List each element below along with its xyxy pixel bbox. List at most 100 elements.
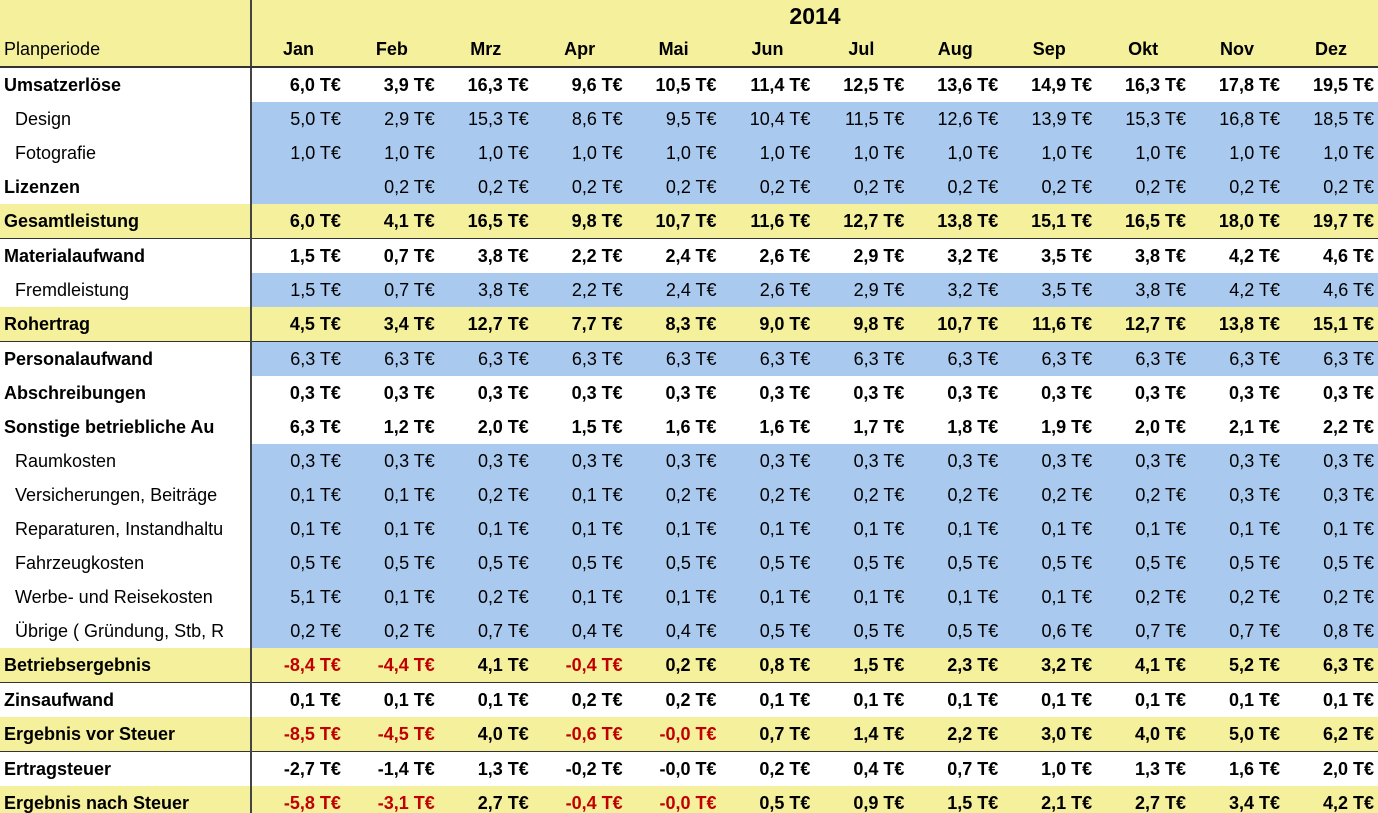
value-cell: 19,5 T€ bbox=[1283, 67, 1378, 102]
value-cell: 3,0 T€ bbox=[1002, 717, 1097, 752]
value-cell: 0,1 T€ bbox=[344, 478, 439, 512]
value-cell: 0,5 T€ bbox=[626, 546, 721, 580]
table-row: Betriebsergebnis -8,4 T€ -4,4 T€ 4,1 T€ -0,4… bbox=[0, 648, 1378, 683]
value-cell: 1,9 T€ bbox=[1002, 410, 1097, 444]
value-cell: 12,7 T€ bbox=[814, 204, 909, 239]
value-cell: 0,3 T€ bbox=[814, 444, 909, 478]
value-cell: 16,8 T€ bbox=[1190, 102, 1284, 136]
value-cell: 0,3 T€ bbox=[1002, 376, 1097, 410]
value-cell: 0,1 T€ bbox=[251, 478, 345, 512]
value-cell: 14,9 T€ bbox=[1002, 67, 1097, 102]
value-cell: 0,1 T€ bbox=[438, 682, 533, 717]
value-cell: 11,4 T€ bbox=[720, 67, 815, 102]
value-cell: 1,3 T€ bbox=[1096, 751, 1191, 786]
row-label: Rohertrag bbox=[0, 307, 252, 342]
value-cell: -3,1 T€ bbox=[344, 786, 439, 813]
value-cell: 2,9 T€ bbox=[344, 102, 439, 136]
value-cell: 0,1 T€ bbox=[344, 682, 439, 717]
value-cell: -4,5 T€ bbox=[344, 717, 439, 752]
value-cell: -0,2 T€ bbox=[532, 751, 627, 786]
value-cell: 0,3 T€ bbox=[814, 376, 909, 410]
value-cell: 11,6 T€ bbox=[1002, 307, 1097, 342]
month-header: Apr bbox=[532, 32, 627, 68]
row-label: Zinsaufwand bbox=[0, 682, 252, 717]
row-label: Fremdleistung bbox=[0, 273, 252, 307]
value-cell: 0,2 T€ bbox=[438, 478, 533, 512]
value-cell: 0,1 T€ bbox=[1283, 512, 1378, 546]
row-label: Umsatzerlöse bbox=[0, 67, 252, 102]
value-cell: 0,2 T€ bbox=[626, 170, 721, 204]
value-cell: 0,1 T€ bbox=[908, 682, 1003, 717]
value-cell: 0,7 T€ bbox=[344, 238, 439, 273]
value-cell: 0,1 T€ bbox=[814, 682, 909, 717]
value-cell: 1,6 T€ bbox=[720, 410, 815, 444]
row-label: Design bbox=[0, 102, 252, 136]
value-cell: 4,6 T€ bbox=[1283, 238, 1378, 273]
value-cell: 3,2 T€ bbox=[908, 238, 1003, 273]
value-cell: 0,7 T€ bbox=[1096, 614, 1191, 648]
value-cell: 10,7 T€ bbox=[908, 307, 1003, 342]
table-row: Reparaturen, Instandhaltu 0,1 T€ 0,1 T€ 0,1… bbox=[0, 512, 1378, 546]
value-cell: 10,5 T€ bbox=[626, 67, 721, 102]
value-cell: 4,1 T€ bbox=[1096, 648, 1191, 683]
month-header: Jun bbox=[720, 32, 815, 68]
value-cell: 16,3 T€ bbox=[438, 67, 533, 102]
value-cell: 0,3 T€ bbox=[1283, 478, 1378, 512]
value-cell: 3,9 T€ bbox=[344, 67, 439, 102]
value-cell: 10,7 T€ bbox=[626, 204, 721, 239]
value-cell: 16,5 T€ bbox=[1096, 204, 1191, 239]
table-row: Ergebnis vor Steuer -8,5 T€ -4,5 T€ 4,0 T€ -… bbox=[0, 717, 1378, 752]
value-cell: 1,4 T€ bbox=[814, 717, 909, 752]
value-cell: 0,4 T€ bbox=[532, 614, 627, 648]
value-cell: 0,1 T€ bbox=[1096, 682, 1191, 717]
table-row: Raumkosten 0,3 T€ 0,3 T€ 0,3 T€ 0,3 T€ 0,3 T€… bbox=[0, 444, 1378, 478]
value-cell: 1,6 T€ bbox=[626, 410, 721, 444]
value-cell: 6,3 T€ bbox=[344, 341, 439, 376]
value-cell: 0,5 T€ bbox=[720, 786, 815, 813]
value-cell: 18,5 T€ bbox=[1283, 102, 1378, 136]
value-cell: 0,2 T€ bbox=[720, 170, 815, 204]
value-cell: 0,1 T€ bbox=[908, 580, 1003, 614]
value-cell: 6,3 T€ bbox=[720, 341, 815, 376]
value-cell: 5,2 T€ bbox=[1190, 648, 1284, 683]
value-cell: 1,6 T€ bbox=[1190, 751, 1284, 786]
value-cell: -2,7 T€ bbox=[251, 751, 345, 786]
value-cell: -5,8 T€ bbox=[251, 786, 345, 813]
value-cell: 1,0 T€ bbox=[626, 136, 721, 170]
value-cell bbox=[251, 170, 345, 204]
table-row: Versicherungen, Beiträge 0,1 T€ 0,1 T€ 0,2 … bbox=[0, 478, 1378, 512]
value-cell: 2,6 T€ bbox=[720, 273, 815, 307]
value-cell: 0,2 T€ bbox=[720, 751, 815, 786]
row-label: Übrige ( Gründung, Stb, R bbox=[0, 614, 252, 648]
value-cell: 0,2 T€ bbox=[908, 478, 1003, 512]
value-cell: 0,3 T€ bbox=[626, 444, 721, 478]
value-cell: 0,3 T€ bbox=[720, 376, 815, 410]
row-label: Raumkosten bbox=[0, 444, 252, 478]
value-cell: 0,6 T€ bbox=[1002, 614, 1097, 648]
value-cell: 1,8 T€ bbox=[908, 410, 1003, 444]
value-cell: 0,8 T€ bbox=[720, 648, 815, 683]
value-cell: 0,5 T€ bbox=[532, 546, 627, 580]
month-header: Jan bbox=[251, 32, 345, 68]
value-cell: 8,6 T€ bbox=[532, 102, 627, 136]
value-cell: 13,8 T€ bbox=[908, 204, 1003, 239]
month-header: Okt bbox=[1096, 32, 1191, 68]
value-cell: 0,5 T€ bbox=[1096, 546, 1191, 580]
value-cell: 0,2 T€ bbox=[908, 170, 1003, 204]
value-cell: 6,3 T€ bbox=[626, 341, 721, 376]
value-cell: 1,5 T€ bbox=[814, 648, 909, 683]
value-cell: 0,3 T€ bbox=[251, 376, 345, 410]
value-cell: 3,8 T€ bbox=[1096, 238, 1191, 273]
value-cell: 0,3 T€ bbox=[908, 444, 1003, 478]
row-label: Reparaturen, Instandhaltu bbox=[0, 512, 252, 546]
value-cell: 0,2 T€ bbox=[1190, 580, 1284, 614]
value-cell: 12,5 T€ bbox=[814, 67, 909, 102]
row-label: Abschreibungen bbox=[0, 376, 252, 410]
value-cell: 6,3 T€ bbox=[438, 341, 533, 376]
table-row: Werbe- und Reisekosten 5,1 T€ 0,1 T€ 0,2 T€… bbox=[0, 580, 1378, 614]
value-cell: 0,3 T€ bbox=[532, 376, 627, 410]
value-cell: 2,7 T€ bbox=[1096, 786, 1191, 813]
value-cell: 0,3 T€ bbox=[251, 444, 345, 478]
month-header: Sep bbox=[1002, 32, 1097, 68]
